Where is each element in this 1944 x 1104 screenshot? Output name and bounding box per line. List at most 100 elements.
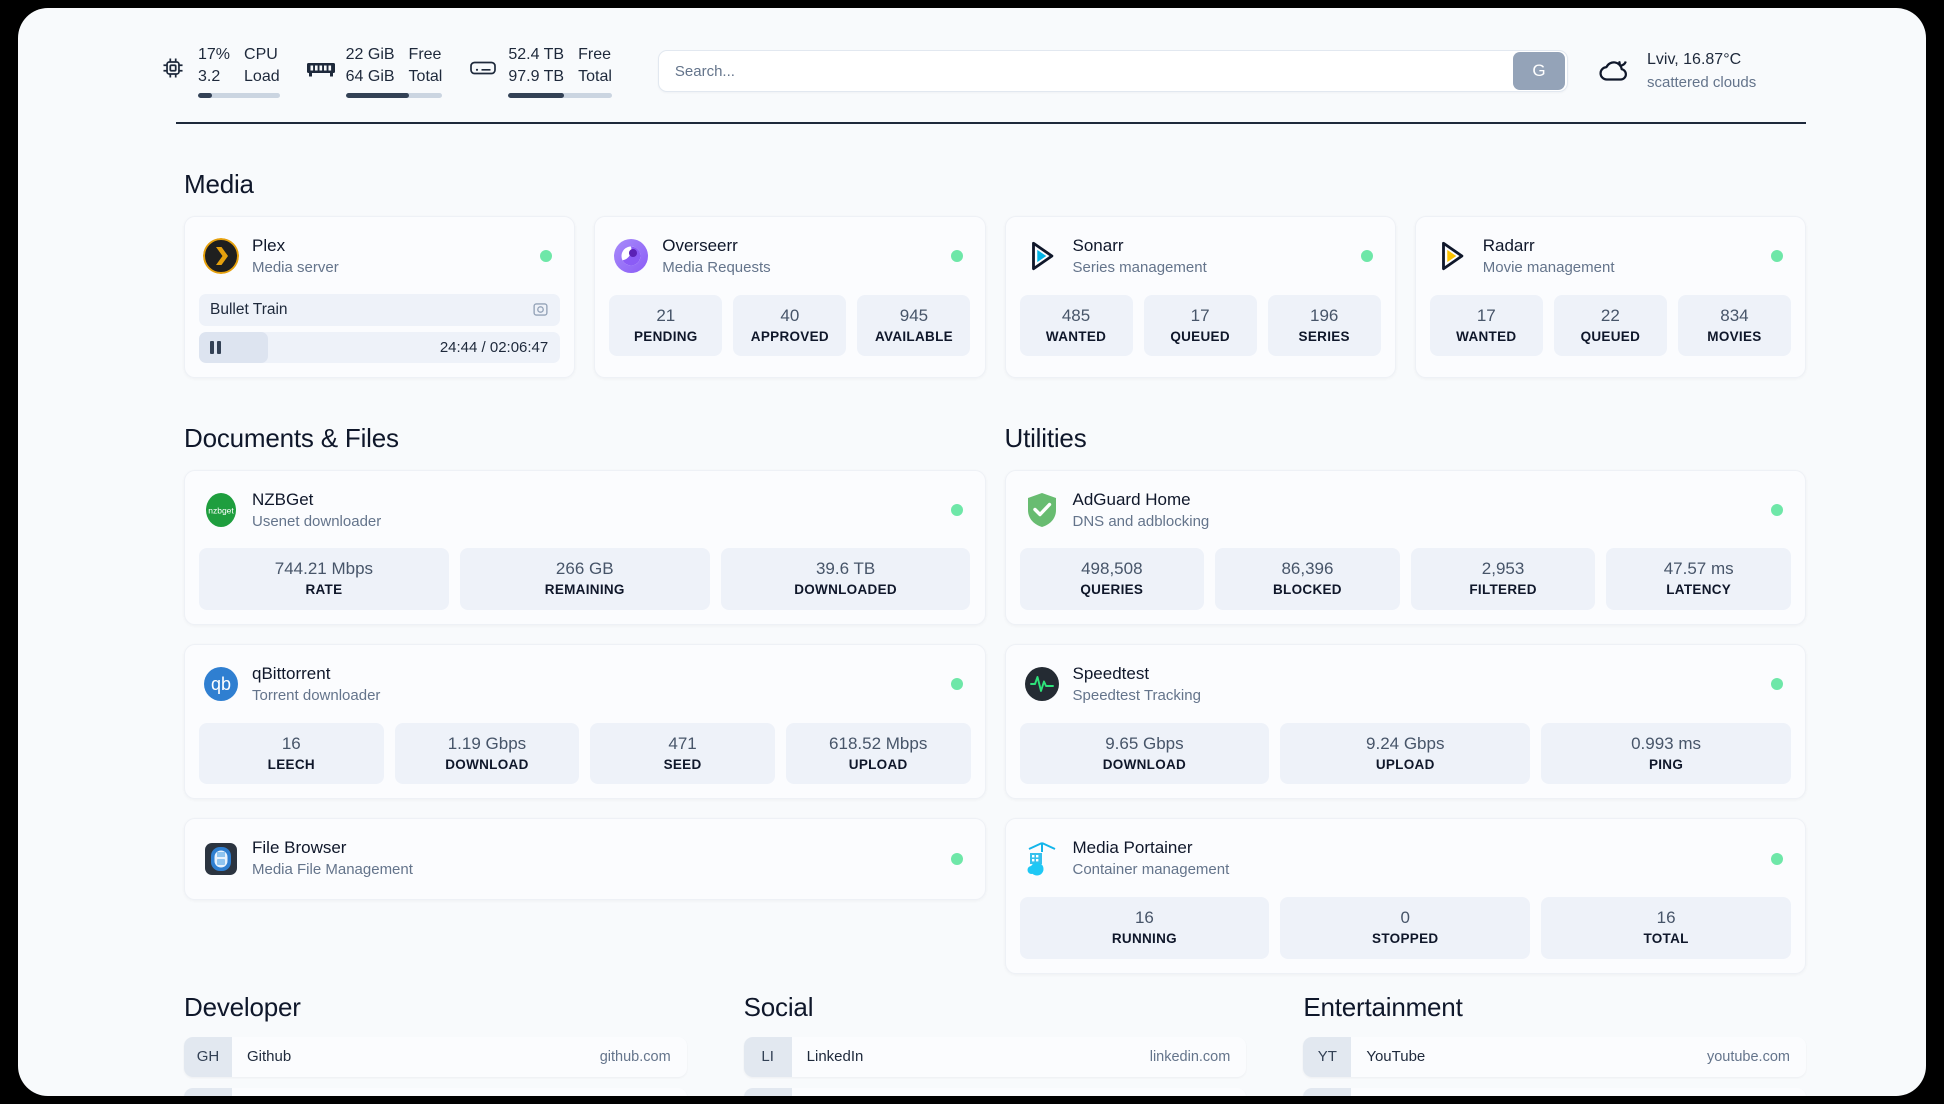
service-name: AdGuard Home: [1072, 489, 1191, 509]
service-card-nzbget[interactable]: nzbget NZBGet Usenet downloader 74: [184, 469, 986, 625]
section-title-utilities: Utilities: [1004, 422, 1087, 453]
sonarr-icon: [1024, 238, 1060, 274]
bookmark-item-twitter[interactable]: TW Twitter twitter.com: [743, 1087, 1247, 1096]
bookmark-group-title: Developer: [184, 991, 301, 1022]
stat-label: SERIES: [1298, 328, 1350, 344]
disk-progress-fill: [508, 93, 565, 99]
stat-label: APPROVED: [750, 328, 829, 344]
service-card-portainer[interactable]: Media Portainer Container management 16 …: [1004, 818, 1806, 974]
stat-item: 744.21 Mbps RATE: [199, 548, 449, 610]
bookmark-item-netflix[interactable]: NF Netflix netflix.com: [1303, 1087, 1806, 1096]
stat-value: 196: [1310, 305, 1339, 325]
memory-total-value: 64 GiB: [345, 68, 395, 85]
service-desc: Speedtest Tracking: [1072, 687, 1201, 705]
search-bar[interactable]: G: [657, 50, 1568, 92]
service-card-qbittorrent[interactable]: qb qBittorrent Torrent downloader: [184, 643, 986, 800]
stat-label: STOPPED: [1372, 931, 1439, 947]
stat-value: 618.52 Mbps: [829, 733, 928, 753]
stat-label: SEED: [663, 756, 702, 772]
service-card-radarr[interactable]: Radarr Movie management 17 WANTED 22 QUE…: [1414, 216, 1806, 378]
main-content: Media Plex Media server: [18, 169, 1926, 1096]
memory-icon: [306, 53, 336, 83]
stat-item: 471 SEED: [590, 722, 775, 785]
stat-label: DOWNLOAD: [445, 756, 529, 772]
stat-item: 1.19 Gbps DOWNLOAD: [394, 722, 580, 785]
stat-label: DOWNLOADED: [794, 582, 897, 598]
service-card-adguard[interactable]: AdGuard Home DNS and adblocking 498,508 …: [1004, 469, 1806, 625]
stat-label: RATE: [305, 582, 343, 598]
bookmark-item-github[interactable]: GH Github github.com: [184, 1036, 687, 1077]
stat-label: DOWNLOAD: [1102, 756, 1187, 772]
memory-progress-track: [345, 93, 443, 99]
stat-label: AVAILABLE: [874, 328, 953, 344]
documents-column: Documents & Files nzbget NZBGet: [184, 378, 986, 974]
memory-stat-group: 22 GiB 64 GiB Free Total: [306, 44, 443, 99]
card-header: AdGuard Home DNS and adblocking: [1020, 484, 1792, 537]
bookmark-group-title: Social: [743, 991, 814, 1022]
bookmark-name: YouTube: [1366, 1048, 1426, 1066]
stat-label: LEECH: [267, 756, 315, 772]
bookmark-item-linkedin[interactable]: LI LinkedIn linkedin.com: [743, 1036, 1247, 1077]
svg-text:nzbget: nzbget: [208, 505, 234, 515]
bookmark-item-stackoverflow[interactable]: SO StackOverflow stackoverflow.com: [184, 1087, 687, 1096]
service-card-overseerr[interactable]: Overseerr Media Requests 21 PENDING 40 A…: [594, 216, 986, 378]
bookmark-group-developer: Developer GH Github github.com SO StackO…: [184, 992, 687, 1096]
service-stats: 17 WANTED 22 QUEUED 834 MOVIES: [1429, 294, 1791, 357]
cast-icon[interactable]: [532, 301, 549, 318]
status-badge-online: [540, 250, 553, 263]
disk-stat-group: 52.4 TB 97.9 TB Free Total: [468, 44, 612, 99]
pause-icon[interactable]: [210, 340, 221, 354]
service-stats: 744.21 Mbps RATE 266 GB REMAINING 39.6 T…: [199, 548, 971, 610]
search-submit-button[interactable]: G: [1513, 52, 1565, 90]
stat-item: 618.52 Mbps UPLOAD: [785, 722, 971, 785]
stat-value: 9.24 Gbps: [1366, 733, 1445, 753]
card-header: qb qBittorrent Torrent downloader: [199, 658, 971, 711]
bookmark-group-entertainment: Entertainment YT YouTube youtube.com NF …: [1303, 992, 1806, 1096]
stat-label: PING: [1648, 756, 1684, 772]
stat-value: 1.19 Gbps: [447, 733, 527, 753]
service-stats: 485 WANTED 17 QUEUED 196 SERIES: [1019, 294, 1381, 357]
dashboard-window: 17% 3.2 CPU Load: [18, 8, 1926, 1096]
speedtest-icon: [1024, 666, 1060, 702]
service-card-filebrowser[interactable]: File Browser Media File Management: [184, 818, 986, 900]
stat-item: 834 MOVIES: [1677, 294, 1791, 357]
card-header: nzbget NZBGet Usenet downloader: [199, 484, 971, 537]
service-name: File Browser: [252, 838, 347, 858]
stat-item: 17 WANTED: [1429, 294, 1543, 357]
service-desc: Media File Management: [252, 861, 413, 879]
service-card-speedtest[interactable]: Speedtest Speedtest Tracking 9.65 Gbps D…: [1004, 643, 1806, 800]
status-badge-online: [1360, 250, 1373, 263]
stat-item: 21 PENDING: [609, 294, 723, 357]
cpu-label-bottom: Load: [244, 68, 280, 85]
portainer-icon: [1024, 841, 1060, 877]
stat-value: 945: [899, 305, 929, 325]
bookmark-badge: YT: [1303, 1036, 1352, 1077]
stat-label: RUNNING: [1111, 931, 1177, 947]
service-stats: 21 PENDING 40 APPROVED 945 AVAILABLE: [609, 294, 971, 357]
card-header: Overseerr Media Requests: [609, 230, 970, 283]
service-stats: 9.65 Gbps DOWNLOAD 9.24 Gbps UPLOAD 0.99…: [1019, 722, 1792, 785]
card-header: Media Portainer Container management: [1020, 832, 1792, 885]
cpu-label-top: CPU: [244, 45, 278, 63]
status-badge-online: [1771, 678, 1783, 691]
cpu-progress-fill: [198, 93, 212, 99]
stat-item: 0 STOPPED: [1280, 896, 1531, 959]
playback-time: 24:44 / 02:06:47: [439, 338, 549, 356]
stat-label: QUEUED: [1170, 328, 1230, 344]
bookmark-url: youtube.com: [1706, 1048, 1790, 1065]
status-badge-online: [1771, 503, 1783, 516]
playback-progress-bar[interactable]: 24:44 / 02:06:47: [199, 331, 561, 363]
service-name: NZBGet: [252, 489, 314, 509]
stat-value: 744.21 Mbps: [274, 559, 374, 579]
card-header: Speedtest Speedtest Tracking: [1020, 658, 1792, 711]
service-name: Media Portainer: [1072, 838, 1193, 858]
service-card-plex[interactable]: Plex Media server Bullet Train: [184, 216, 576, 378]
service-card-sonarr[interactable]: Sonarr Series management 485 WANTED 17 Q…: [1004, 216, 1396, 378]
stat-item: 86,396 BLOCKED: [1215, 548, 1400, 610]
stat-item: 945 AVAILABLE: [857, 294, 971, 357]
bookmark-item-youtube[interactable]: YT YouTube youtube.com: [1303, 1036, 1806, 1077]
service-desc: Movie management: [1482, 259, 1615, 277]
search-input[interactable]: [658, 51, 1513, 91]
status-badge-online: [1771, 250, 1783, 263]
